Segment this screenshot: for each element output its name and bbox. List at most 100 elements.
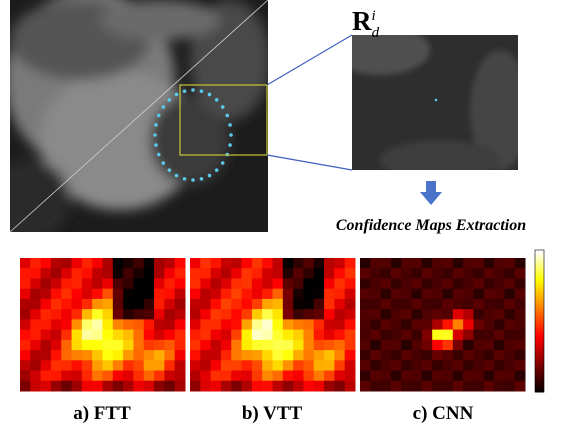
map-pixel [221, 371, 232, 382]
map-pixel [103, 340, 114, 351]
map-pixel [51, 299, 62, 310]
contour-dot [191, 178, 195, 182]
figure: Rid Confidence Maps Extraction a) FTT b)… [0, 0, 564, 429]
map-pixel [273, 299, 284, 310]
map-pixel [30, 268, 41, 279]
map-pixel [504, 319, 515, 330]
contour-dot [215, 98, 219, 102]
map-pixel [443, 268, 454, 279]
map-pixel [242, 330, 253, 341]
map-pixel [211, 278, 222, 289]
map-pixel [412, 360, 423, 371]
map-pixel [401, 278, 412, 289]
map-pixel [360, 319, 371, 330]
map-pixel [401, 258, 412, 269]
map-pixel [61, 319, 72, 330]
map-pixel [422, 350, 433, 361]
map-pixel [113, 319, 124, 330]
map-pixel [370, 278, 381, 289]
map-pixel [293, 371, 304, 382]
map-pixel [51, 350, 62, 361]
map-pixel [484, 299, 495, 310]
map-pixel [494, 258, 505, 269]
map-pixel [401, 330, 412, 341]
map-pixel [324, 330, 335, 341]
map-pixel [453, 278, 464, 289]
map-pixel [303, 289, 314, 300]
contour-dot [221, 105, 225, 109]
map-pixel [303, 278, 314, 289]
map-pixel [283, 258, 294, 269]
confidence-map [190, 258, 356, 392]
map-pixel [432, 299, 443, 310]
map-pixel [221, 381, 232, 392]
map-pixel [262, 258, 273, 269]
map-pixel [381, 340, 392, 351]
map-pixel [30, 360, 41, 371]
contour-dot [191, 88, 195, 92]
map-pixel [360, 360, 371, 371]
map-pixel [314, 309, 325, 320]
map-pixel [113, 309, 124, 320]
map-pixel [370, 371, 381, 382]
map-pixel [211, 309, 222, 320]
map-pixel [92, 381, 103, 392]
map-pixel [123, 319, 134, 330]
map-pixel [432, 319, 443, 330]
map-pixel [484, 309, 495, 320]
map-pixel [443, 381, 454, 392]
map-pixel [242, 371, 253, 382]
map-pixel [242, 278, 253, 289]
map-pixel [133, 330, 144, 341]
map-pixel [314, 330, 325, 341]
confidence-maps [20, 258, 526, 392]
map-pixel [412, 258, 423, 269]
map-pixel [51, 309, 62, 320]
map-pixel [443, 309, 454, 320]
map-pixel [334, 360, 345, 371]
map-pixel [113, 381, 124, 392]
map-pixel [221, 258, 232, 269]
map-pixel [221, 278, 232, 289]
map-pixel [370, 299, 381, 310]
map-pixel [154, 381, 165, 392]
map-pixel [370, 330, 381, 341]
map-pixel [443, 319, 454, 330]
map-pixel [324, 309, 335, 320]
map-pixel [252, 360, 263, 371]
map-pixel [30, 289, 41, 300]
map-pixel [262, 309, 273, 320]
map-pixel [494, 319, 505, 330]
map-pixel [303, 319, 314, 330]
map-pixel [422, 268, 433, 279]
map-pixel [231, 278, 242, 289]
map-pixel [72, 278, 83, 289]
map-pixel [252, 319, 263, 330]
map-pixel [262, 330, 273, 341]
map-pixel [412, 299, 423, 310]
map-pixel [303, 309, 314, 320]
map-pixel [221, 360, 232, 371]
map-pixel [61, 309, 72, 320]
map-pixel [242, 319, 253, 330]
map-pixel [381, 360, 392, 371]
map-pixel [370, 350, 381, 361]
map-pixel [30, 350, 41, 361]
map-pixel [51, 319, 62, 330]
map-pixel [473, 289, 484, 300]
map-pixel [391, 258, 402, 269]
contour-dot [229, 133, 233, 137]
map-pixel [200, 299, 211, 310]
map-pixel [262, 360, 273, 371]
map-pixel [164, 258, 175, 269]
map-pixel [113, 360, 124, 371]
map-pixel [473, 360, 484, 371]
map-pixel [231, 309, 242, 320]
map-pixel [273, 360, 284, 371]
map-pixel [82, 330, 93, 341]
contour-dot [168, 168, 172, 172]
map-pixel [133, 319, 144, 330]
map-pixel [334, 289, 345, 300]
map-pixel [293, 258, 304, 269]
map-pixel [484, 278, 495, 289]
